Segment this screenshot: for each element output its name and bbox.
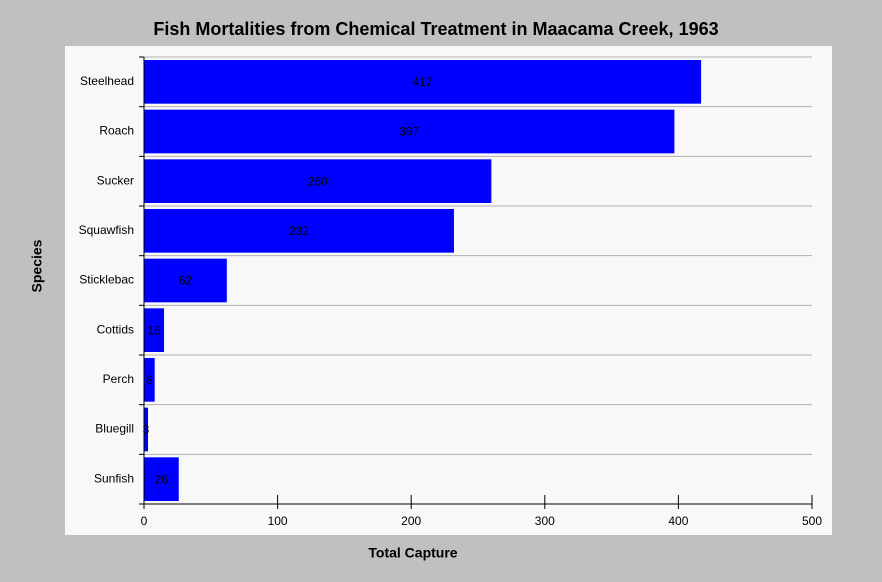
bar	[144, 358, 155, 402]
y-tick-label: Squawfish	[79, 223, 134, 237]
x-axis-title: Total Capture	[368, 545, 457, 561]
y-tick-label: Cottids	[97, 322, 134, 336]
y-tick-label: Sucker	[97, 173, 134, 187]
value-label: 62	[179, 274, 193, 288]
bar	[144, 209, 454, 253]
x-tick-label: 100	[268, 514, 288, 528]
chart-title: Fish Mortalities from Chemical Treatment…	[153, 19, 718, 39]
value-label: 232	[289, 224, 309, 238]
value-label: 26	[155, 472, 169, 486]
y-tick-label: Perch	[103, 372, 134, 386]
x-tick-label: 300	[535, 514, 555, 528]
bar	[144, 159, 492, 203]
value-label: 3	[143, 423, 150, 437]
y-tick-label: Bluegill	[95, 422, 134, 436]
x-tick-label: 200	[401, 514, 421, 528]
value-label: 8	[146, 373, 153, 387]
bar	[144, 109, 675, 154]
y-tick-label: Sticklebac	[79, 273, 134, 287]
x-tick-label: 500	[802, 514, 822, 528]
x-tick-label: 400	[668, 514, 688, 528]
bar	[144, 60, 702, 104]
x-tick-label: 0	[141, 514, 148, 528]
y-tick-label: Sunfish	[94, 471, 134, 485]
y-tick-label: Roach	[99, 124, 134, 138]
value-label: 260	[308, 174, 328, 188]
value-label: 15	[147, 323, 161, 337]
bar	[144, 308, 165, 352]
y-axis-title: Species	[29, 239, 45, 292]
bar	[144, 258, 227, 303]
bar	[144, 457, 179, 501]
y-tick-label: Steelhead	[80, 74, 134, 88]
value-label: 397	[399, 125, 419, 139]
value-label: 417	[413, 75, 433, 89]
bar	[144, 407, 149, 452]
